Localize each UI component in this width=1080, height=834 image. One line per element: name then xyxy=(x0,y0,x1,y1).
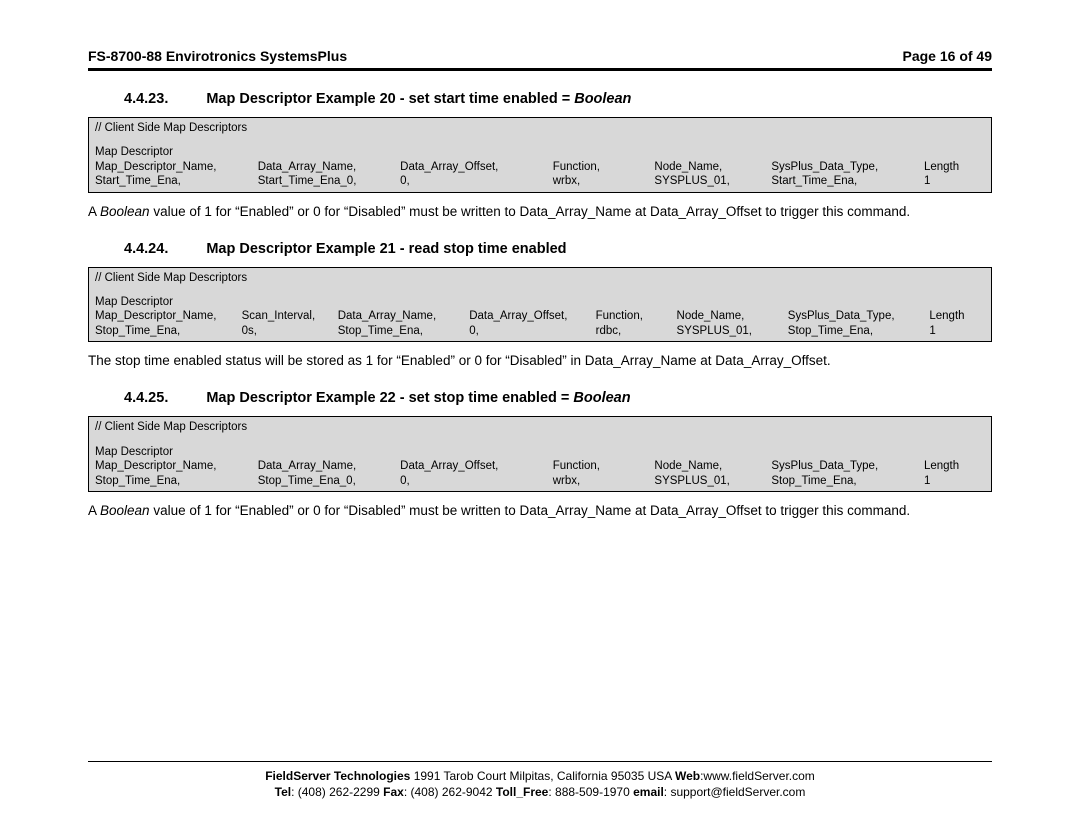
table-row: Start_Time_Ena,Start_Time_Ena_0,0,wrbx,S… xyxy=(95,174,985,188)
table-header-cell: Function, xyxy=(553,160,655,174)
table-header-cell: Data_Array_Name, xyxy=(258,160,400,174)
page-header: FS-8700-88 Envirotronics SystemsPlus Pag… xyxy=(88,48,992,71)
table-cell: Stop_Time_Ena, xyxy=(338,324,469,338)
section-title: Map Descriptor Example 22 - set stop tim… xyxy=(206,390,630,406)
table-subhead: Map Descriptor xyxy=(95,295,985,309)
section-number: 4.4.24. xyxy=(124,241,168,257)
section-number: 4.4.25. xyxy=(124,390,168,406)
table-cell: Stop_Time_Ena_0, xyxy=(258,474,400,488)
table-cell: Start_Time_Ena, xyxy=(95,174,258,188)
table-cell: Stop_Time_Ena, xyxy=(95,324,242,338)
descriptor-table: // Client Side Map Descriptors Map Descri… xyxy=(88,117,992,193)
table-cell: 1 xyxy=(924,174,985,188)
table-header-cell: Length xyxy=(924,459,985,473)
content-area: 4.4.23. Map Descriptor Example 20 - set s… xyxy=(88,91,992,520)
table-header-cell: Map_Descriptor_Name, xyxy=(95,459,258,473)
footer-line-2: Tel: (408) 262-2299 Fax: (408) 262-9042 … xyxy=(88,784,992,800)
table-header-cell: Length xyxy=(929,309,985,323)
table-cell: Start_Time_Ena_0, xyxy=(258,174,400,188)
section-number: 4.4.23. xyxy=(124,91,168,107)
table-header-cell: Data_Array_Offset, xyxy=(469,309,595,323)
table-cell: Stop_Time_Ena, xyxy=(771,474,924,488)
table-header-cell: Scan_Interval, xyxy=(242,309,338,323)
table-header-cell: SysPlus_Data_Type, xyxy=(771,160,924,174)
table-header-cell: Data_Array_Offset, xyxy=(400,459,553,473)
table-cell: wrbx, xyxy=(553,174,655,188)
section-heading: 4.4.24. Map Descriptor Example 21 - read … xyxy=(124,241,992,257)
table-header-cell: Data_Array_Name, xyxy=(338,309,469,323)
table-subhead: Map Descriptor xyxy=(95,145,985,159)
table-row: Stop_Time_Ena,Stop_Time_Ena_0,0,wrbx,SYS… xyxy=(95,474,985,488)
table-subhead: Map Descriptor xyxy=(95,445,985,459)
section-body: The stop time enabled status will be sto… xyxy=(88,352,992,370)
table-cell: SYSPLUS_01, xyxy=(654,474,771,488)
descriptor-table: // Client Side Map Descriptors Map Descri… xyxy=(88,416,992,492)
table-header-cell: Map_Descriptor_Name, xyxy=(95,309,242,323)
table-header-cell: Map_Descriptor_Name, xyxy=(95,160,258,174)
table-header-cell: Node_Name, xyxy=(677,309,788,323)
table-header-row: Map_Descriptor_Name,Scan_Interval,Data_A… xyxy=(95,309,985,323)
table-header-cell: SysPlus_Data_Type, xyxy=(771,459,924,473)
section-title: Map Descriptor Example 20 - set start ti… xyxy=(206,91,631,107)
section-title: Map Descriptor Example 21 - read stop ti… xyxy=(206,241,566,257)
table-header-cell: Data_Array_Name, xyxy=(258,459,400,473)
section-heading: 4.4.25. Map Descriptor Example 22 - set s… xyxy=(124,390,992,406)
table-comment: // Client Side Map Descriptors xyxy=(95,271,985,285)
table-cell: wrbx, xyxy=(553,474,655,488)
descriptor-table: // Client Side Map Descriptors Map Descri… xyxy=(88,267,992,343)
table-cell: 1 xyxy=(924,474,985,488)
table-header-cell: Length xyxy=(924,160,985,174)
section-body: A Boolean value of 1 for “Enabled” or 0 … xyxy=(88,203,992,221)
table-header-row: Map_Descriptor_Name,Data_Array_Name,Data… xyxy=(95,160,985,174)
table-row: Stop_Time_Ena,0s,Stop_Time_Ena,0,rdbc,SY… xyxy=(95,324,985,338)
table-header-row: Map_Descriptor_Name,Data_Array_Name,Data… xyxy=(95,459,985,473)
table-comment: // Client Side Map Descriptors xyxy=(95,420,985,434)
page-footer: FieldServer Technologies 1991 Tarob Cour… xyxy=(88,761,992,800)
table-header-cell: Function, xyxy=(596,309,677,323)
table-cell: 0, xyxy=(400,174,553,188)
table-header-cell: SysPlus_Data_Type, xyxy=(788,309,930,323)
table-cell: 0, xyxy=(400,474,553,488)
table-cell: SYSPLUS_01, xyxy=(677,324,788,338)
page-number: Page 16 of 49 xyxy=(903,48,993,64)
table-cell: rdbc, xyxy=(596,324,677,338)
section-body: A Boolean value of 1 for “Enabled” or 0 … xyxy=(88,502,992,520)
table-cell: Stop_Time_Ena, xyxy=(788,324,930,338)
table-header-cell: Node_Name, xyxy=(654,459,771,473)
doc-title: FS-8700-88 Envirotronics SystemsPlus xyxy=(88,48,347,64)
table-cell: 0s, xyxy=(242,324,338,338)
table-cell: 1 xyxy=(929,324,985,338)
table-header-cell: Node_Name, xyxy=(654,160,771,174)
table-comment: // Client Side Map Descriptors xyxy=(95,121,985,135)
table-header-cell: Data_Array_Offset, xyxy=(400,160,553,174)
table-cell: Stop_Time_Ena, xyxy=(95,474,258,488)
section-heading: 4.4.23. Map Descriptor Example 20 - set s… xyxy=(124,91,992,107)
footer-line-1: FieldServer Technologies 1991 Tarob Cour… xyxy=(88,768,992,784)
table-cell: Start_Time_Ena, xyxy=(771,174,924,188)
table-header-cell: Function, xyxy=(553,459,655,473)
table-cell: SYSPLUS_01, xyxy=(654,174,771,188)
table-cell: 0, xyxy=(469,324,595,338)
